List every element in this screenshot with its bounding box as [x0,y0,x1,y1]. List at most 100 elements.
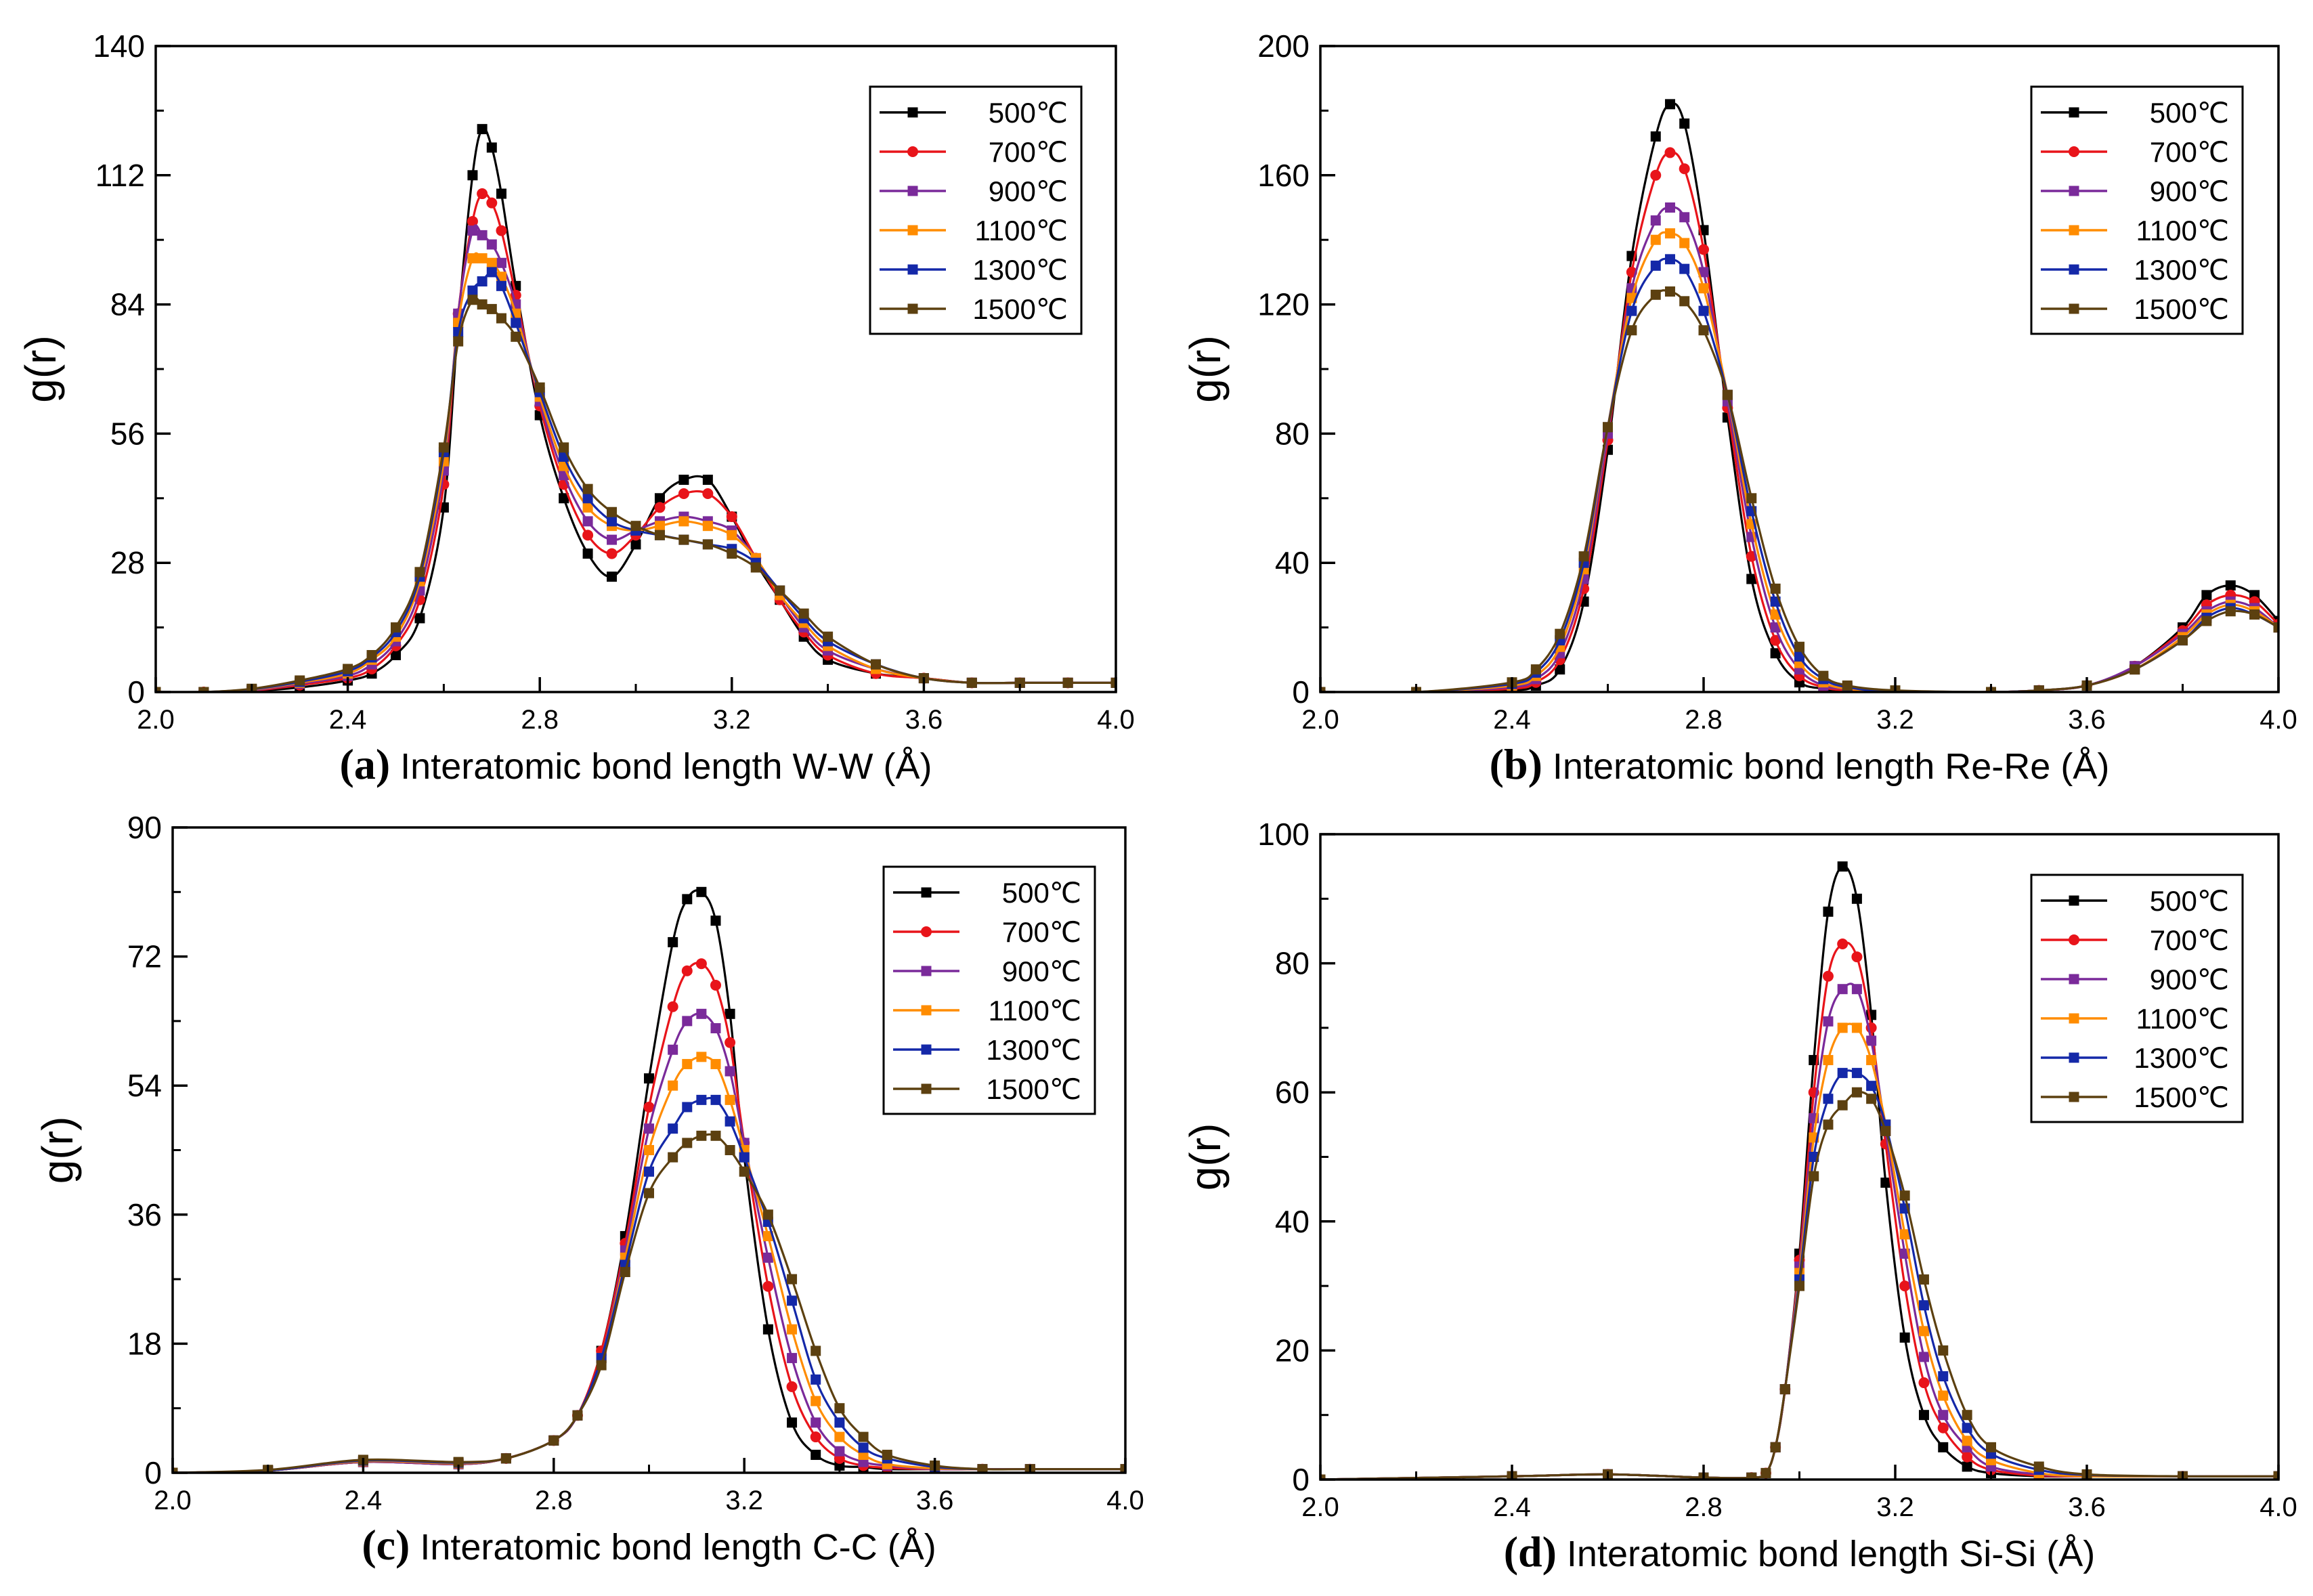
data-point [710,1130,721,1141]
data-point [1664,147,1676,158]
data-point [1746,1472,1757,1480]
x-axis-label: Interatomic bond length Re-Re (Å) [1553,746,2109,787]
x-tick-label: 3.2 [713,705,751,735]
legend-label: 700℃ [989,136,1068,168]
data-point [414,613,425,624]
data-point [477,188,488,200]
data-point [858,1442,869,1453]
data-point [1837,1100,1848,1110]
legend-box [2030,85,2244,335]
y-tick-label: 80 [1275,416,1310,451]
data-point [620,1267,630,1278]
x-axis-label-group: (a) Interatomic bond length W-W (Å) [340,740,932,788]
y-axis-label: g(r) [1181,1123,1230,1191]
x-tick-label: 2.4 [329,705,367,735]
data-point [559,442,569,453]
data-point [1899,1332,1910,1343]
y-tick-label: 40 [1275,545,1310,580]
data-point [787,1353,798,1364]
data-point [1626,305,1637,316]
data-point [1679,296,1690,307]
x-tick-label: 3.2 [1876,705,1914,735]
data-point [1938,1410,1949,1421]
data-point [654,502,666,513]
data-point [810,1431,821,1443]
data-point [1650,169,1662,181]
data-point [775,585,785,596]
data-point [467,170,478,181]
y-tick-label: 40 [1275,1204,1310,1239]
data-point [682,1016,693,1027]
data-point [1851,984,1862,995]
data-point [1120,1464,1125,1473]
legend-marker [907,264,918,275]
data-point [787,1417,798,1428]
data-point [654,530,665,540]
legend-label: 1300℃ [986,1034,1081,1066]
data-point [486,197,498,209]
data-point [1866,1055,1877,1066]
data-point [882,1450,892,1461]
data-point [678,475,689,486]
legend-marker [921,1083,932,1094]
x-axis-label-group: (b) Interatomic bond length Re-Re (Å) [1490,740,2110,788]
legend-box [882,865,1096,1115]
data-point [453,336,464,347]
data-point [606,548,618,559]
x-tick-label: 2.8 [1685,705,1723,735]
data-point [644,1188,654,1199]
data-point [725,1145,735,1155]
x-tick-label: 4.0 [1097,705,1135,735]
data-point [1837,1022,1848,1033]
data-point [486,267,497,278]
legend-marker [907,107,918,118]
data-point [1664,99,1675,110]
y-tick-label: 0 [144,1455,162,1490]
legend-label: 900℃ [2150,175,2229,207]
data-point [1918,1352,1929,1362]
data-point [1698,244,1709,255]
data-point [696,886,707,897]
data-point [486,239,497,250]
legend-marker [921,1005,932,1016]
data-point [1650,289,1661,300]
data-point [391,622,401,633]
data-point [750,562,761,573]
series-line-1300℃ [156,271,1116,692]
legend-box [869,85,1083,335]
data-point [1760,1467,1771,1478]
data-point [644,1166,654,1177]
data-point [1938,1390,1949,1401]
data-point [725,1037,736,1048]
data-point [477,276,488,287]
data-point [477,124,488,135]
data-point [496,313,506,324]
data-point [1664,228,1675,239]
y-tick-label: 72 [127,939,162,974]
data-point [810,1345,821,1356]
data-point [1746,493,1757,504]
x-tick-label: 3.6 [905,705,943,735]
data-point [725,1116,735,1127]
data-point [1110,677,1116,688]
data-point [1679,212,1690,223]
data-point [834,1417,845,1428]
data-point [644,1073,654,1084]
chart-panel-b: 2.0 2.4 2.8 3.2 3.6 4.0 0 40 80 120 160 200 g(r) (b) … [1181,28,2297,788]
data-point [607,516,618,527]
legend-label: 900℃ [1002,955,1081,987]
data-point [654,493,665,504]
data-point [1938,1371,1949,1382]
data-point [654,521,665,532]
data-point [1650,234,1661,245]
x-tick-label: 2.4 [1493,1492,1531,1522]
data-point [1837,861,1848,872]
data-point [1937,1422,1949,1433]
data-point [1918,1326,1929,1337]
data-point [607,534,618,545]
data-point [534,382,545,393]
legend: 500℃ 700℃ 900℃ 1100℃ 1300℃ 1500℃ [882,865,1096,1115]
data-point [834,1431,845,1442]
legend-label: 1500℃ [2134,1081,2229,1113]
data-point [2249,609,2260,620]
